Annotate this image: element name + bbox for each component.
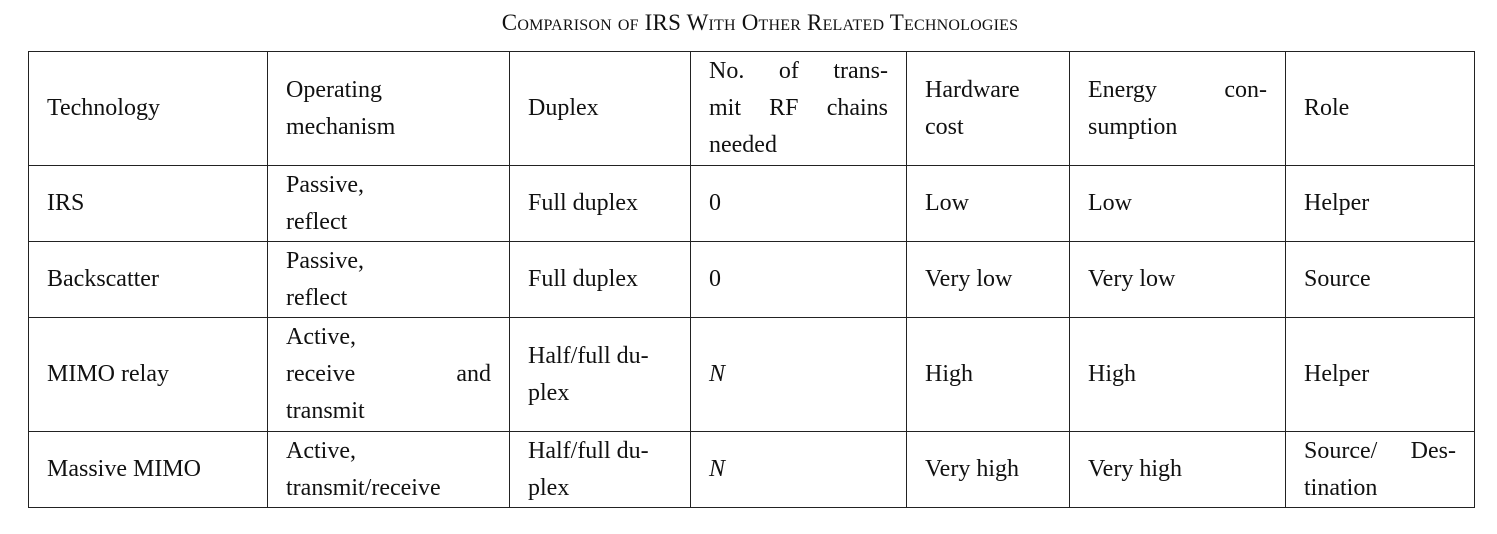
cell-line: transmit bbox=[286, 398, 365, 424]
cell-line: Half/full du- bbox=[528, 342, 649, 369]
header-technology: Technology bbox=[28, 51, 268, 166]
header-energy-line: Energy con- bbox=[1088, 76, 1267, 103]
cell-rf-chains: N bbox=[690, 317, 907, 432]
cell-role: Source/ Des- tination bbox=[1285, 431, 1475, 508]
header-rf-line: No. of trans- bbox=[709, 58, 888, 84]
cell-line: plex bbox=[528, 379, 570, 406]
header-role: Role bbox=[1285, 51, 1475, 166]
table-caption: Comparison of IRS With Other Related Tec… bbox=[501, 10, 1019, 35]
cell-rf-chains: 0 bbox=[690, 241, 907, 318]
cell-line: Active, bbox=[286, 324, 356, 350]
cell-role: Source bbox=[1285, 241, 1475, 318]
cell-technology: IRS bbox=[28, 165, 268, 242]
cell-hardware-cost: Very high bbox=[906, 431, 1070, 508]
table-row: Massive MIMO Active, transmit/receive Ha… bbox=[28, 431, 1475, 508]
cell-mechanism: Passive, reflect bbox=[267, 241, 510, 318]
cell-energy: Low bbox=[1069, 165, 1286, 242]
cell-line: reflect bbox=[286, 284, 348, 311]
header-rf-chains: No. of trans- mit RF chains needed bbox=[690, 51, 907, 166]
cell-technology: Backscatter bbox=[28, 241, 268, 318]
cell-line: receive and bbox=[286, 361, 491, 387]
comparison-table: Technology Operating mechanism Duplex No… bbox=[28, 51, 1475, 508]
cell-duplex: Full duplex bbox=[509, 241, 691, 318]
cell-line: Half/full du- bbox=[528, 437, 649, 464]
cell-technology: Massive MIMO bbox=[28, 431, 268, 508]
cell-technology: MIMO relay bbox=[28, 317, 268, 432]
cell-hardware-cost: Very low bbox=[906, 241, 1070, 318]
cell-line: Passive, bbox=[286, 171, 364, 198]
cell-mechanism: Active, receive and transmit bbox=[267, 317, 510, 432]
table-row: MIMO relay Active, receive and transmit … bbox=[28, 317, 1475, 432]
table-row: IRS Passive, reflect Full duplex 0 Low L… bbox=[28, 165, 1475, 242]
header-duplex: Duplex bbox=[509, 51, 691, 166]
cell-line: transmit/receive bbox=[286, 474, 441, 501]
cell-line: plex bbox=[528, 474, 570, 501]
header-hardware-cost: Hardware cost bbox=[906, 51, 1070, 166]
cell-hardware-cost: High bbox=[906, 317, 1070, 432]
cell-energy: High bbox=[1069, 317, 1286, 432]
cell-mechanism: Active, transmit/receive bbox=[267, 431, 510, 508]
header-row: Technology Operating mechanism Duplex No… bbox=[28, 51, 1475, 166]
header-hardware-line: cost bbox=[925, 113, 964, 140]
cell-line: Passive, bbox=[286, 247, 364, 274]
cell-line: Source/ Des- bbox=[1304, 437, 1456, 464]
header-hardware-line: Hardware bbox=[925, 76, 1020, 103]
cell-role: Helper bbox=[1285, 317, 1475, 432]
header-mechanism-line: mechanism bbox=[286, 113, 396, 140]
cell-rf-chains: 0 bbox=[690, 165, 907, 242]
header-energy-line: sumption bbox=[1088, 113, 1178, 140]
cell-line: tination bbox=[1304, 474, 1378, 501]
cell-duplex: Full duplex bbox=[509, 165, 691, 242]
cell-duplex: Half/full du- plex bbox=[509, 317, 691, 432]
header-energy: Energy con- sumption bbox=[1069, 51, 1286, 166]
cell-energy: Very high bbox=[1069, 431, 1286, 508]
cell-line: reflect bbox=[286, 208, 348, 235]
table-row: Backscatter Passive, reflect Full duplex… bbox=[28, 241, 1475, 318]
cell-mechanism: Passive, reflect bbox=[267, 165, 510, 242]
cell-duplex: Half/full du- plex bbox=[509, 431, 691, 508]
header-rf-line: mit RF chains bbox=[709, 95, 888, 121]
header-mechanism-line: Operating bbox=[286, 76, 382, 103]
cell-hardware-cost: Low bbox=[906, 165, 1070, 242]
cell-line: Active, bbox=[286, 437, 356, 464]
cell-rf-chains: N bbox=[690, 431, 907, 508]
header-mechanism: Operating mechanism bbox=[267, 51, 510, 166]
header-rf-line: needed bbox=[709, 132, 777, 158]
cell-energy: Very low bbox=[1069, 241, 1286, 318]
cell-role: Helper bbox=[1285, 165, 1475, 242]
